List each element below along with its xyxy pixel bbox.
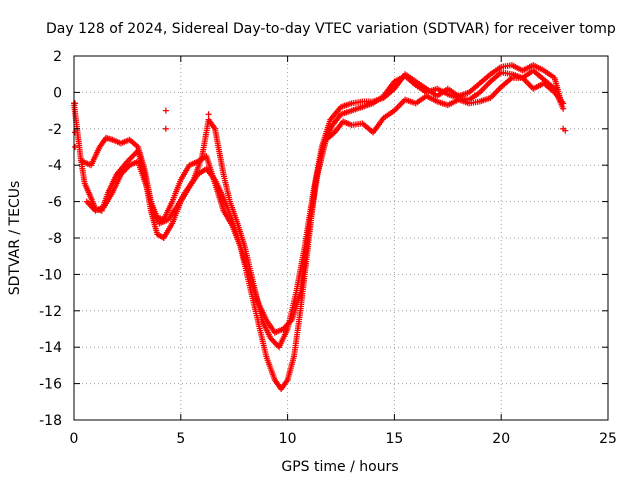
y-tick-label: 2 <box>53 49 62 65</box>
data-point-marker <box>72 129 79 136</box>
x-tick-label: 20 <box>492 431 510 447</box>
data-point-marker <box>560 100 567 107</box>
y-tick-label: -10 <box>39 267 62 283</box>
y-tick-label: -2 <box>48 122 62 138</box>
x-tick-label: 25 <box>599 431 617 447</box>
x-tick-label: 0 <box>70 431 79 447</box>
series-track-c <box>83 74 567 336</box>
data-point-marker <box>560 105 567 112</box>
data-point-marker <box>562 127 569 134</box>
data-point-marker <box>162 125 169 132</box>
y-tick-label: -12 <box>39 304 62 320</box>
y-axis-label: SDTVAR / TECUs <box>7 181 23 296</box>
x-axis-label: GPS time / hours <box>281 459 398 475</box>
data-point-marker <box>162 107 169 114</box>
chart-title: Day 128 of 2024, Sidereal Day-to-day VTE… <box>46 21 616 37</box>
data-series <box>71 62 569 393</box>
data-point-marker <box>72 144 79 150</box>
y-tick-label: -18 <box>39 413 62 429</box>
gridlines <box>74 56 608 420</box>
x-tick-label: 10 <box>279 431 297 447</box>
y-tick-label: -8 <box>48 231 62 247</box>
x-tick-label: 15 <box>385 431 403 447</box>
axis-ticks: 0 5 10 15 20 25 -18 -16 -14 -12 -10 -8 -6 -4 -2 0 2 <box>39 49 617 447</box>
y-tick-label: -16 <box>39 377 62 393</box>
isolated-points <box>72 100 569 150</box>
y-tick-label: -4 <box>48 158 62 174</box>
data-point-marker <box>72 100 79 107</box>
data-point-marker <box>205 111 212 118</box>
y-tick-label: -6 <box>48 195 62 211</box>
y-tick-label: 0 <box>53 85 62 101</box>
x-tick-label: 5 <box>176 431 185 447</box>
y-tick-label: -14 <box>39 340 62 356</box>
